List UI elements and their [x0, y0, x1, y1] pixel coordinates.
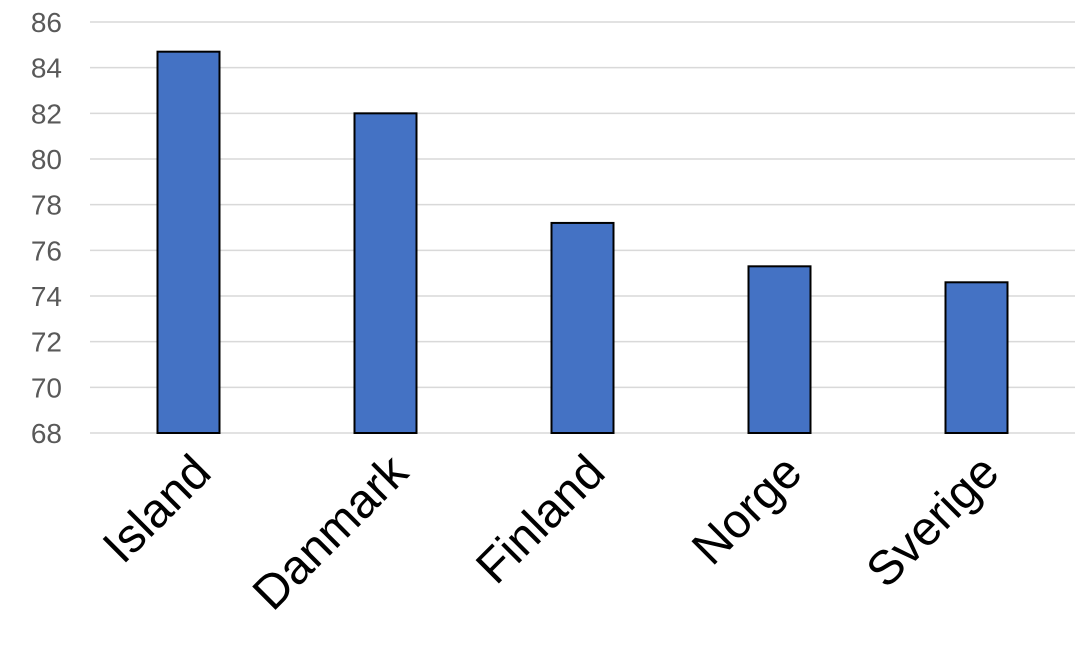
x-tick-label: Norge	[682, 445, 812, 575]
y-tick-label: 86	[31, 7, 62, 38]
y-tick-label: 84	[31, 53, 62, 84]
y-axis-ticks: 68 70 72 74 76 78 80 82 84 86	[31, 7, 62, 449]
x-tick-label: Sverige	[857, 445, 1010, 598]
x-axis-ticks: Island Danmark Finland Norge Sverige	[93, 445, 1009, 621]
bar-norge	[747, 265, 812, 435]
x-tick-label: Finland	[466, 445, 615, 594]
bar-finland	[550, 221, 615, 434]
y-tick-label: 76	[31, 235, 62, 266]
bar-danmark	[353, 112, 418, 434]
y-tick-label: 78	[31, 190, 62, 221]
y-tick-label: 72	[31, 327, 62, 358]
x-tick-label: Danmark	[243, 445, 419, 621]
y-tick-label: 68	[31, 418, 62, 449]
y-tick-label: 82	[31, 98, 62, 129]
y-tick-label: 80	[31, 144, 62, 175]
bars	[156, 50, 1009, 435]
x-tick-label: Island	[93, 445, 221, 573]
y-tick-label: 70	[31, 372, 62, 403]
bar-island	[156, 50, 221, 435]
y-tick-label: 74	[31, 281, 62, 312]
bar-sverige	[944, 281, 1009, 434]
